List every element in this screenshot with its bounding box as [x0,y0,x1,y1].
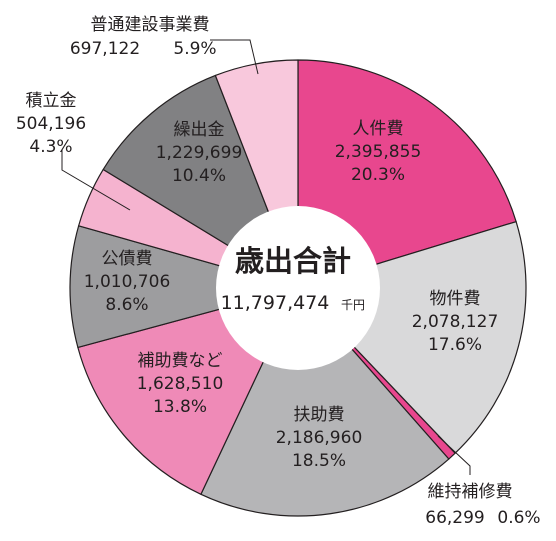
label-fuutsuu-value: 697,122 [70,39,140,59]
leader-lines [61,39,471,475]
leader-line-ijihoshu [437,435,471,475]
label-kuridashi-name: 繰出金 [174,120,225,140]
label-ijihoshu-value: 66,299 [425,508,484,528]
label-hojohi-name: 補助費など [138,351,223,371]
label-kousaihi-value: 1,010,706 [84,272,171,292]
label-kousaihi-percent: 8.6% [105,295,148,315]
label-fuutsuu-percent: 5.9% [173,39,216,59]
center-title: 歳出合計 [235,244,351,278]
label-fujohi-name: 扶助費 [294,405,345,425]
label-jinkenhi-name: 人件費 [353,119,404,139]
label-kousaihi-name: 公債費 [102,249,153,269]
label-tsumitate-percent: 4.3% [29,137,72,157]
leader-line-fuutsuu [210,39,259,75]
label-ijihoshu-percent: 0.6% [497,508,540,528]
label-bukkenhi-percent: 17.6% [428,335,482,355]
label-kuridashi-value: 1,229,699 [156,143,243,163]
label-tsumitate-value: 504,196 [16,114,86,134]
label-hojohi-value: 1,628,510 [137,374,224,394]
label-fujohi-percent: 18.5% [292,451,346,471]
center-total-value: 11,797,474 [221,292,330,314]
pie-slice-5 [69,225,299,349]
label-kuridashi-percent: 10.4% [172,166,226,186]
label-hojohi-percent: 13.8% [153,397,207,417]
label-jinkenhi-value: 2,395,855 [335,142,422,162]
pie-slice-3 [200,287,450,517]
slice-labels: 人件費 2,395,855 20.3% 物件費 2,078,127 17.6% … [16,15,541,528]
label-bukkenhi-name: 物件費 [430,289,481,309]
donut-center [216,206,380,370]
label-bukkenhi-value: 2,078,127 [412,312,499,332]
label-jinkenhi-percent: 20.3% [351,165,405,185]
label-fuutsuu-name: 普通建設事業費 [91,15,210,35]
label-tsumitate-name: 積立金 [26,91,77,111]
leader-line-tsumitate [61,150,131,211]
label-fujohi-value: 2,186,960 [276,428,363,448]
center-total-unit: 千円 [341,298,365,312]
label-ijihoshu-name: 維持補修費 [428,482,513,502]
